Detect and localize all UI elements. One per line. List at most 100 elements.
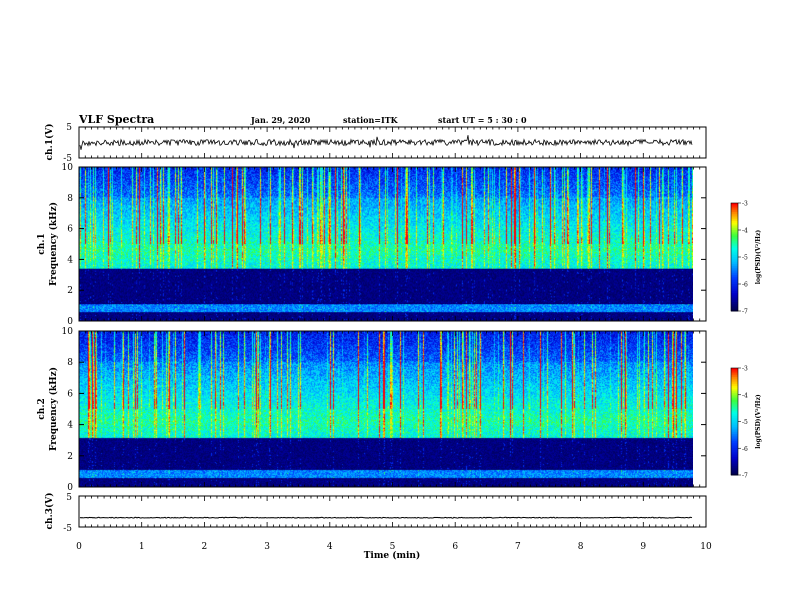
colorbar-segment bbox=[731, 222, 738, 226]
colorbar-segment bbox=[731, 417, 738, 421]
colorbar-segment bbox=[731, 240, 738, 244]
ch2-spectrogram-ylabel-frequency: Frequency (kHz) bbox=[48, 367, 59, 451]
colorbar-segment bbox=[731, 444, 738, 447]
colorbar-segment bbox=[731, 409, 738, 412]
colorbar-segment bbox=[731, 246, 738, 249]
colorbar-segment bbox=[731, 373, 738, 376]
colorbar-tick-label: -6 bbox=[742, 446, 748, 453]
colorbar-segment bbox=[731, 455, 738, 458]
colorbar-segment bbox=[731, 405, 738, 408]
colorbar-segment bbox=[731, 300, 738, 303]
colorbar-segment bbox=[731, 275, 738, 278]
colorbar-segment bbox=[731, 235, 738, 238]
colorbar-segment bbox=[731, 384, 738, 387]
colorbar-segment bbox=[731, 287, 738, 290]
colorbar-segment bbox=[731, 416, 738, 419]
colorbar-tick-label: -7 bbox=[742, 473, 748, 480]
colorbar-segment bbox=[731, 396, 738, 399]
colorbar-segment bbox=[731, 233, 738, 236]
colorbar-segment bbox=[731, 398, 738, 401]
colorbar-segment bbox=[731, 253, 738, 256]
time-axis-label: Time (min) bbox=[364, 550, 421, 561]
colorbar-segment bbox=[731, 380, 738, 383]
colorbar-segment bbox=[731, 257, 738, 260]
colorbar-segment bbox=[731, 421, 738, 424]
colorbar-segment bbox=[731, 401, 738, 405]
ch2-spectrogram-panel: 0 2 4 6 8 10 ch.2 Frequency (kHz) bbox=[37, 327, 707, 493]
colorbar-segment bbox=[731, 215, 738, 218]
colorbar-segment bbox=[731, 206, 738, 209]
xtick-label: 8 bbox=[578, 542, 584, 552]
colorbar-segment bbox=[731, 385, 738, 389]
colorbar-segment bbox=[731, 230, 738, 233]
time-axis-ticks bbox=[78, 127, 707, 527]
colorbar-segment bbox=[731, 469, 738, 472]
colorbar-segment bbox=[731, 224, 738, 227]
station-label: station=ITK bbox=[343, 115, 399, 125]
colorbar-segment bbox=[731, 309, 738, 312]
colorbar-segment bbox=[731, 285, 738, 289]
ytick-label: 2 bbox=[67, 452, 73, 462]
colorbar-segment bbox=[731, 471, 738, 474]
colorbar-segment bbox=[731, 239, 738, 242]
colorbar-segment bbox=[731, 255, 738, 258]
colorbar-segment bbox=[731, 369, 738, 373]
colorbar-segment bbox=[731, 204, 738, 208]
colorbar-segment bbox=[731, 203, 738, 206]
colorbar-tick-label: -3 bbox=[742, 366, 748, 373]
ch3-ylabel: ch.3(V) bbox=[44, 493, 55, 530]
ytick-label: 10 bbox=[62, 327, 74, 337]
colorbar-segment bbox=[731, 392, 738, 396]
ch1-spectrogram-yticks: 0 2 4 6 8 10 bbox=[62, 163, 706, 327]
colorbar-segment bbox=[731, 371, 738, 374]
xtick-label: 7 bbox=[515, 542, 521, 552]
figure-title: VLF Spectra bbox=[78, 113, 154, 126]
colorbar-segment bbox=[731, 433, 738, 437]
colorbar-segment bbox=[731, 391, 738, 394]
colorbar-segment bbox=[731, 248, 738, 251]
colorbar-segment bbox=[731, 266, 738, 269]
colorbar-segment bbox=[731, 296, 738, 299]
colorbar-segment bbox=[731, 249, 738, 253]
xtick-label: 5 bbox=[390, 542, 396, 552]
xtick-label: 9 bbox=[640, 542, 646, 552]
colorbar-segment bbox=[731, 375, 738, 378]
ch1-spectrogram-panel: 0 2 4 6 8 10 ch.1 Frequency (kHz) bbox=[37, 163, 707, 327]
ytick-label: 8 bbox=[67, 194, 73, 204]
colorbar-segment bbox=[731, 387, 738, 390]
colorbar-segment bbox=[731, 430, 738, 433]
colorbar-segment bbox=[731, 394, 738, 398]
colorbar-segment bbox=[731, 467, 738, 471]
ch1-ylabel: ch.1(V) bbox=[44, 124, 55, 161]
start-time-label: start UT = 5 : 30 : 0 bbox=[438, 115, 527, 125]
colorbar-segment bbox=[731, 242, 738, 245]
xtick-label: 10 bbox=[700, 542, 712, 552]
colorbar-tick-label: -3 bbox=[742, 201, 748, 208]
ch3-waveform-panel: 5 -5 ch.3(V) bbox=[44, 493, 707, 534]
ch3-waveform-trace bbox=[79, 516, 693, 519]
colorbar-segment bbox=[731, 441, 738, 444]
colorbar-segment bbox=[731, 226, 738, 229]
colorbar-segment bbox=[731, 276, 738, 280]
ytick-label: 0 bbox=[67, 317, 73, 327]
ytick-label: 4 bbox=[67, 421, 73, 431]
colorbar-segment bbox=[731, 213, 738, 217]
colorbar-segment bbox=[731, 428, 738, 431]
colorbar-segment bbox=[731, 464, 738, 467]
colorbar-segment bbox=[731, 293, 738, 296]
colorbar-segment bbox=[731, 251, 738, 254]
xtick-label: 1 bbox=[139, 542, 145, 552]
ytick-label: 10 bbox=[62, 163, 74, 173]
ch1-spectrogram-ylabel-channel: ch.1 bbox=[37, 233, 47, 254]
colorbar-segment bbox=[731, 446, 738, 449]
colorbar-segment bbox=[731, 294, 738, 298]
colorbar-segment bbox=[731, 269, 738, 272]
colorbar-segment bbox=[731, 221, 738, 224]
ytick-label: 6 bbox=[67, 389, 73, 399]
colorbar-segment bbox=[731, 210, 738, 213]
colorbar-segment bbox=[731, 423, 738, 426]
colorbar-segment bbox=[731, 457, 738, 460]
colorbar-segment bbox=[731, 267, 738, 271]
colorbar-segment bbox=[731, 458, 738, 462]
colorbar-segment bbox=[731, 419, 738, 422]
